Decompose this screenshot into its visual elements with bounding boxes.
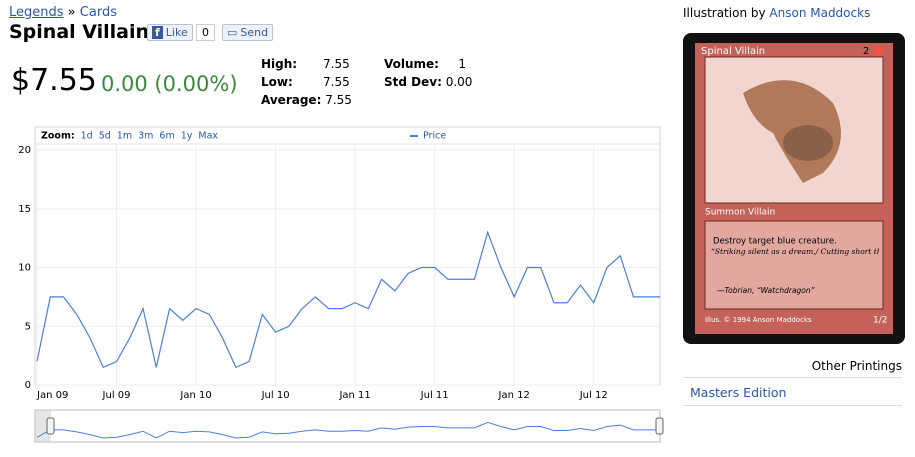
credit-label: Illustration by <box>683 6 766 20</box>
crumb-link[interactable]: Cards <box>79 5 117 20</box>
zoom-option[interactable]: 5d <box>99 131 111 142</box>
navigator-frame <box>34 409 661 443</box>
x-tick-label: Jul 12 <box>579 390 608 401</box>
breadcrumb: Legends » Cards <box>9 5 117 20</box>
divider <box>683 405 902 406</box>
stat-label: Average: <box>261 93 322 107</box>
zoom-option[interactable]: 3m <box>138 131 153 142</box>
stat-row: High: 7.55 <box>261 57 350 71</box>
price-chart: Zoom: 1d 5d 1m 3m 6m 1y Max Price 0 5 10 15 20 Jan 09 J… <box>18 126 664 443</box>
y-tick-label: 10 <box>18 263 31 274</box>
card-pt: 1/2 <box>873 316 887 326</box>
card-illus: Illus. © 1994 Anson Maddocks <box>705 316 812 324</box>
card-name: Spinal Villain <box>701 46 765 57</box>
legend-label: Price <box>423 131 446 142</box>
crumb-link[interactable]: Legends <box>9 5 64 20</box>
y-tick-label: 20 <box>18 145 31 156</box>
stat-label: Volume: <box>384 57 439 71</box>
x-tick-label: Jul 10 <box>261 390 290 401</box>
like-button[interactable]: f Like <box>147 24 193 41</box>
price-line <box>36 230 660 369</box>
card-rules: Destroy target blue creature. <box>713 237 837 247</box>
zoom-option[interactable]: Max <box>198 131 218 142</box>
stat-value: 7.55 <box>323 57 350 71</box>
like-count: 0 <box>196 24 215 41</box>
stat-value: 7.55 <box>325 93 352 107</box>
credit: Illustration by Anson Maddocks <box>683 6 870 20</box>
stat-row: Low: 7.55 <box>261 75 350 89</box>
card-textbox <box>704 220 884 310</box>
x-tick-label: Jan 09 <box>36 390 68 401</box>
stat-label: High: <box>261 57 298 71</box>
price-change: 0.00 (0.00%) <box>101 72 238 96</box>
crumb-separator: » <box>67 5 76 20</box>
artist-link[interactable]: Anson Maddocks <box>769 6 871 20</box>
printing-link[interactable]: Masters Edition <box>690 385 787 400</box>
stat-value: 1 <box>458 57 466 71</box>
zoom-option[interactable]: 6m <box>159 131 174 142</box>
stat-value: 7.55 <box>323 75 350 89</box>
y-tick-label: 0 <box>25 380 31 391</box>
stat-row: Std Dev: 0.00 <box>384 75 472 89</box>
card-art-detail <box>783 125 833 161</box>
x-tick-label: Jan 11 <box>338 390 370 401</box>
y-tick-label: 15 <box>18 204 31 215</box>
zoom-option[interactable]: 1m <box>117 131 132 142</box>
card-flavor: “Striking silent as a dream,/ Cutting sh… <box>711 247 879 256</box>
navigator-handle[interactable] <box>655 417 664 435</box>
navigator-mask <box>35 410 51 442</box>
card-flavor-box: “Striking silent as a dream,/ Cutting sh… <box>711 247 879 256</box>
stat-value: 0.00 <box>445 75 473 89</box>
like-label: Like <box>165 26 188 39</box>
card-flavor-source: —Tobrian, “Watchdragon” <box>717 286 815 295</box>
card-image: Spinal Villain 2 Summon Villain Destroy … <box>683 33 905 344</box>
stat-label: Std Dev: <box>384 75 442 89</box>
x-tick-label: Jan 12 <box>498 390 530 401</box>
stat-row: Volume: 1 <box>384 57 466 71</box>
navigator-handle[interactable] <box>46 417 55 435</box>
card-cost: 2 <box>863 46 869 57</box>
navigator-line <box>36 421 660 439</box>
y-tick-label: 5 <box>25 321 31 332</box>
zoom-option[interactable]: 1d <box>81 131 93 142</box>
fb-icon: f <box>152 26 163 39</box>
zoom-label: Zoom: <box>41 131 75 142</box>
mana-symbol <box>873 46 883 56</box>
stat-label: Low: <box>261 75 293 89</box>
send-label: Send <box>240 26 269 39</box>
send-button[interactable]: ▭ Send <box>222 24 274 41</box>
x-tick-label: Jul 11 <box>420 390 449 401</box>
printings-title: Other Printings <box>683 359 902 378</box>
stat-row: Average: 7.55 <box>261 93 352 107</box>
x-tick-label: Jul 09 <box>102 390 131 401</box>
send-icon: ▭ <box>227 26 238 39</box>
price: $7.55 <box>11 63 97 98</box>
x-tick-label: Jan 10 <box>179 390 211 401</box>
card-type: Summon Villain <box>705 208 775 218</box>
zoom-option[interactable]: 1y <box>181 131 193 142</box>
chart-frame <box>34 126 661 386</box>
card-title: Spinal Villain <box>9 21 150 43</box>
